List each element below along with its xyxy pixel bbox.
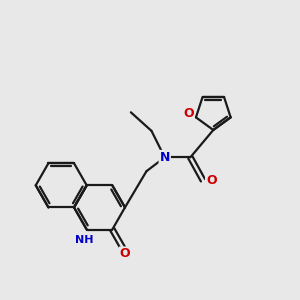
Text: O: O	[183, 107, 194, 120]
Text: O: O	[206, 174, 217, 187]
Text: O: O	[120, 248, 130, 260]
Text: NH: NH	[75, 235, 94, 245]
Text: N: N	[160, 151, 170, 164]
